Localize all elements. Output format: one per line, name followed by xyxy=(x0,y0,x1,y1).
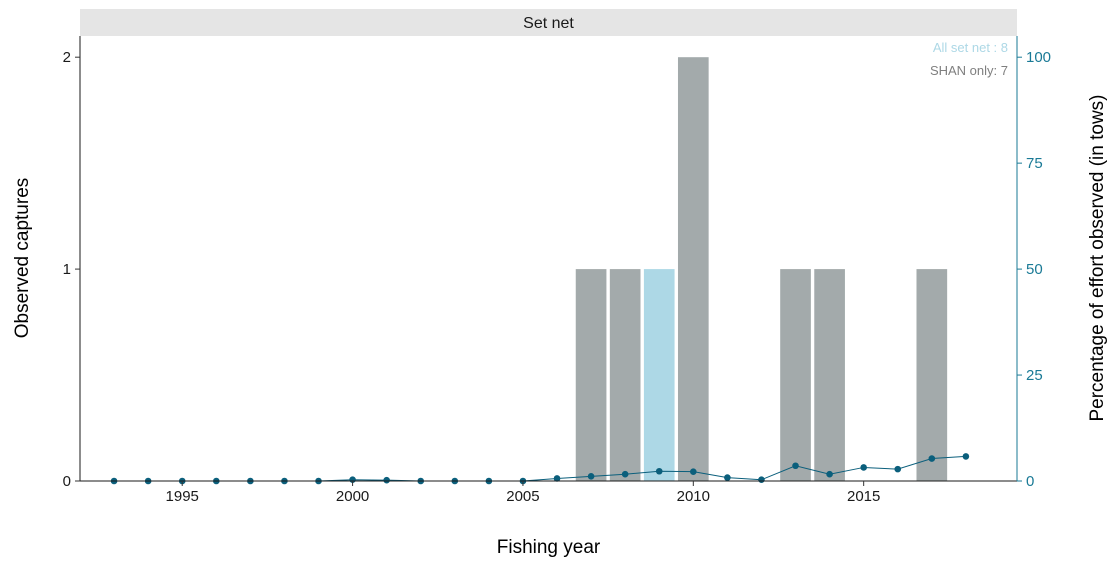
effort-point-2008 xyxy=(621,470,629,478)
bar-layer xyxy=(575,57,948,481)
x-axis-title: Fishing year xyxy=(497,537,601,558)
panel-title: Set net xyxy=(523,15,574,32)
effort-point-2006 xyxy=(553,475,561,482)
effort-point-2014 xyxy=(826,470,833,478)
y-tick-label-1: 1 xyxy=(63,261,71,278)
bar-2009 xyxy=(643,269,675,481)
legend-entry-all-set-net: All set net : 8 xyxy=(933,40,1008,55)
y-tick-label-0: 0 xyxy=(63,473,71,490)
x-tick-label-2015: 2015 xyxy=(847,488,880,505)
effort-point-2015 xyxy=(860,464,867,471)
effort-point-2001 xyxy=(383,476,390,484)
y-axis-title: Observed captures xyxy=(12,178,33,339)
effort-point-2010 xyxy=(690,468,697,475)
effort-point-2016 xyxy=(894,465,902,473)
legend: All set net : 8 SHAN only: 7 xyxy=(930,40,1008,78)
effort-point-2011 xyxy=(724,474,731,481)
effort-point-2009 xyxy=(655,467,663,475)
x-tick-label-2010: 2010 xyxy=(677,488,710,505)
y-axis-right-title: Percentage of effort observed (in tows) xyxy=(1087,94,1108,421)
x-tick-label-1995: 1995 xyxy=(166,488,199,505)
y-right-tick-label-0: 0 xyxy=(1026,473,1034,490)
bar-2008 xyxy=(609,269,641,481)
x-tick-label-2000: 2000 xyxy=(336,488,369,505)
effort-point-2017 xyxy=(928,455,936,462)
bar-2014 xyxy=(814,269,845,481)
y-right-tick-label-100: 100 xyxy=(1026,49,1051,66)
legend-entry-shan-only: SHAN only: 7 xyxy=(930,63,1008,78)
bar-2007 xyxy=(575,269,607,481)
bar-2017 xyxy=(916,269,948,481)
y-tick-label-2: 2 xyxy=(63,49,71,66)
panel-strip-background xyxy=(80,9,1017,36)
x-tick-label-2005: 2005 xyxy=(506,488,539,505)
y-right-tick-label-50: 50 xyxy=(1026,261,1043,278)
effort-point-2018 xyxy=(962,453,970,460)
axes: 1995 2000 2005 2010 2015 0 1 2 0 25 50 75 100 xyxy=(63,36,1051,505)
panel-strip: Set net xyxy=(80,9,1017,36)
y-right-tick-label-75: 75 xyxy=(1026,155,1043,172)
effort-point-2007 xyxy=(587,473,595,480)
bar-2013 xyxy=(780,269,811,481)
bar-2010 xyxy=(677,57,709,481)
effort-point-2013 xyxy=(792,462,799,470)
effort-point-2012 xyxy=(758,476,765,484)
y-right-tick-label-25: 25 xyxy=(1026,367,1043,384)
